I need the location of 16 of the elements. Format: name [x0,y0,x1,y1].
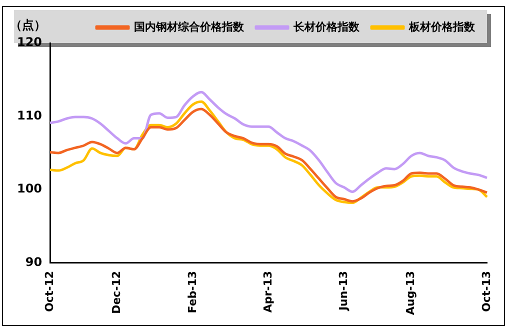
x-tick-label: Dec-12 [110,270,124,314]
x-tick-label: Oct-13 [480,270,493,312]
x-tick-label: Apr-13 [261,270,274,313]
y-tick-label: 110 [16,108,42,122]
line-series [48,90,488,194]
y-tick-label: 90 [25,255,42,270]
y-axis-title: （点） [10,18,46,32]
x-tick-label: Jun-13 [337,270,350,312]
legend-label: 板材价格指数 [408,20,476,34]
x-tick-label: Aug-13 [404,270,418,315]
y-tick-label: 120 [16,35,42,50]
y-tick-label: 100 [16,182,42,196]
x-tick-label: Feb-13 [186,270,199,314]
x-tick-label: Oct-12 [42,270,56,312]
legend-label: 国内钢材综合价格指数 [134,20,245,34]
legend-label: 长材价格指数 [292,20,360,34]
